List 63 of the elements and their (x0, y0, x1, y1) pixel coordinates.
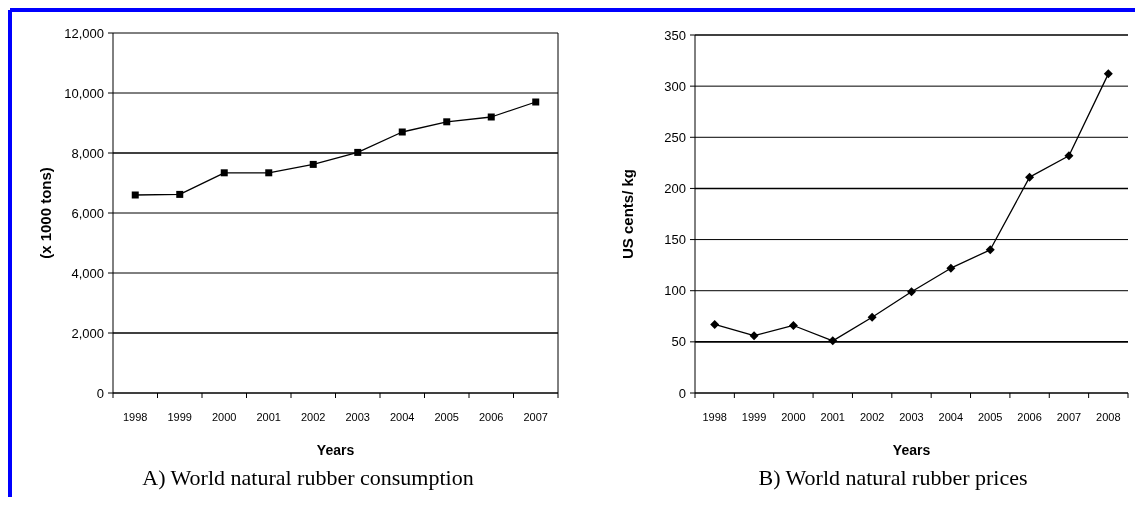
point (532, 98, 540, 106)
point (443, 118, 451, 126)
x-tick-label: 2008 (1096, 411, 1121, 423)
y-tick-label: 8,000 (71, 145, 104, 161)
point (828, 336, 838, 346)
point (710, 319, 720, 329)
y-tick-label: 2,000 (71, 325, 104, 341)
x-tick-label: 2003 (345, 411, 370, 423)
point (398, 128, 406, 136)
point (131, 191, 139, 199)
x-tick-label: 2002 (859, 411, 885, 423)
x-tick-label: 2005 (434, 411, 459, 423)
y-tick-label: 350 (664, 27, 686, 43)
x-tick-label: 2001 (820, 411, 846, 423)
point (946, 263, 956, 273)
y-tick-label: 10,000 (64, 85, 104, 101)
y-tick-label: 200 (664, 180, 686, 196)
x-axis-title: Years (316, 442, 355, 458)
x-tick-label: 1999 (741, 411, 767, 423)
y-tick-label: 150 (664, 232, 686, 248)
point (907, 287, 916, 297)
text: B) World natural rubber prices (758, 465, 1028, 490)
x-tick-label: 2006 (479, 411, 504, 423)
x-tick-label: 2004 (938, 411, 964, 423)
point (309, 160, 317, 168)
y-tick-label: 0 (96, 385, 104, 401)
text: A) World natural rubber consumption (142, 465, 474, 490)
point (788, 320, 798, 330)
x-tick-label: 2004 (390, 411, 415, 423)
y-tick-label: 250 (664, 129, 686, 145)
point (1064, 151, 1074, 161)
point (867, 312, 877, 322)
x-axis-title: Years (892, 442, 931, 458)
y-tick-label: 4,000 (71, 265, 104, 281)
point (1103, 69, 1113, 79)
y-tick-label: 300 (664, 78, 686, 94)
point (176, 190, 184, 198)
point (749, 331, 759, 341)
x-tick-label: 1999 (167, 411, 192, 423)
point (220, 169, 228, 177)
point (985, 245, 995, 255)
x-tick-label: 2006 (1017, 411, 1042, 423)
point (265, 169, 273, 177)
x-tick-label: 2002 (301, 411, 326, 423)
y-tick-label: 100 (664, 283, 686, 299)
point (354, 148, 362, 156)
point (1025, 172, 1035, 182)
x-tick-label: 2003 (899, 411, 924, 423)
y-tick-label: 0 (678, 385, 686, 401)
x-tick-label: 2007 (1056, 411, 1082, 423)
x-tick-label: 2007 (523, 411, 548, 423)
y-axis-title: (x 1000 tons) (37, 167, 54, 259)
y-tick-label: 50 (671, 334, 686, 350)
x-tick-label: 1998 (123, 411, 148, 423)
x-tick-label: 2005 (977, 411, 1003, 423)
y-tick-label: 6,000 (71, 205, 104, 221)
x-tick-label: 2000 (212, 411, 237, 423)
x-tick-label: 1998 (702, 411, 727, 423)
point (487, 113, 495, 121)
x-tick-label: 2000 (781, 411, 806, 423)
y-axis-title: US cents/ kg (619, 168, 636, 260)
x-tick-label: 2001 (256, 411, 281, 423)
y-tick-label: 12,000 (64, 25, 104, 41)
